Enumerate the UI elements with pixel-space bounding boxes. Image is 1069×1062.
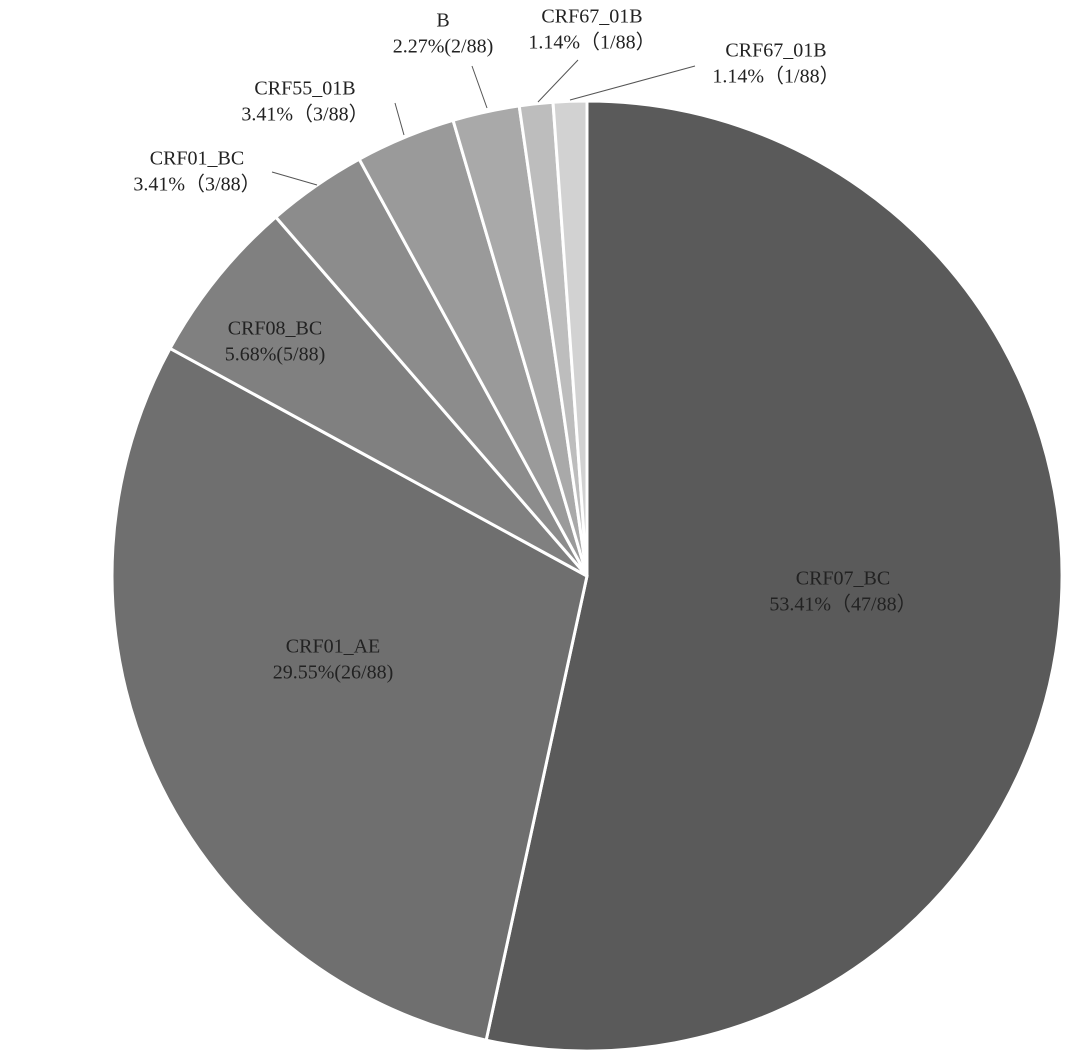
slice-category-label: CRF07_BC (796, 568, 890, 590)
slice-category-label: CRF01_AE (286, 636, 380, 658)
leader-line (537, 59, 579, 103)
pie-slice (484, 99, 1064, 1053)
slice-value-label: 3.41%（3/88） (133, 173, 260, 196)
slice-value-label: 53.41%（47/88） (769, 593, 916, 616)
slice-category-label: CRF67_01B (725, 40, 826, 62)
slice-category-label: CRF55_01B (254, 78, 355, 100)
leader-line (471, 65, 488, 109)
slice-category-label: CRF08_BC (228, 318, 322, 340)
slice-value-label: 1.14%（1/88） (712, 65, 839, 88)
pie-slice (551, 99, 589, 577)
slice-value-label: 5.68%(5/88) (225, 344, 326, 366)
slice-value-label: 3.41%（3/88） (241, 103, 368, 126)
slice-value-label: 29.55%(26/88) (273, 662, 394, 684)
slice-category-label: CRF01_BC (150, 148, 244, 170)
leader-line (569, 65, 696, 101)
slice-category-label: B (436, 10, 449, 32)
slice-value-label: 2.27%(2/88) (393, 36, 494, 58)
slice-category-label: CRF67_01B (541, 6, 642, 28)
leader-line (394, 102, 405, 136)
pie-slice (168, 215, 589, 578)
slice-value-label: 1.14%（1/88） (528, 31, 655, 54)
pie-slice (110, 346, 589, 1042)
leader-line (271, 171, 318, 186)
